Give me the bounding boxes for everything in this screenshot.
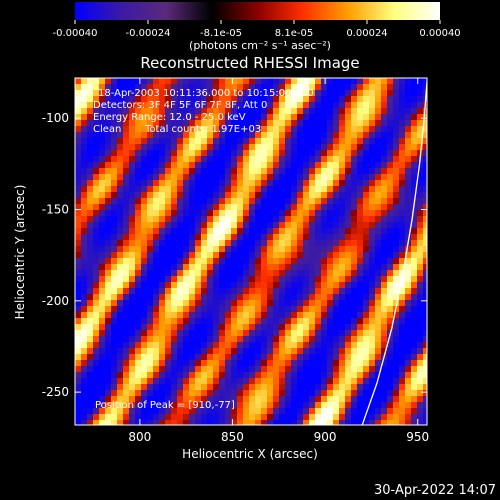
colorbar-tick-label: 0.00024 bbox=[346, 28, 387, 39]
annotation-time-range: 18-Apr-2003 10:11:36.000 to 10:15:00.000 bbox=[98, 88, 314, 99]
colorbar-tick-label: -0.00024 bbox=[126, 28, 171, 39]
annotation-detectors: Detectors: 3F 4F 5F 6F 7F 8F, Att 0 bbox=[93, 100, 267, 111]
x-tick-label: 800 bbox=[128, 430, 151, 444]
x-axis-label: Heliocentric X (arcsec) bbox=[182, 447, 318, 461]
plot-frame bbox=[74, 77, 428, 426]
x-tick-label: 900 bbox=[314, 430, 337, 444]
colorbar-unit-label: (photons cm⁻² s⁻¹ asec⁻²) bbox=[189, 39, 331, 52]
solar-limb-curve bbox=[361, 81, 427, 425]
heatmap-image bbox=[75, 78, 427, 425]
y-tick-label: -250 bbox=[42, 385, 69, 399]
y-axis-label: Heliocentric Y (arcsec) bbox=[13, 185, 27, 320]
colorbar-tick-label: -0.00040 bbox=[53, 28, 98, 39]
annotation-peak: Position of Peak = [910,-77] bbox=[95, 400, 235, 411]
y-tick-label: -150 bbox=[42, 202, 69, 216]
colorbar-tick-label: 8.1e-05 bbox=[275, 28, 313, 39]
axis-ticks: 800 850 900 950 -100 -150 -200 -250 bbox=[42, 78, 429, 444]
x-tick-label: 950 bbox=[406, 430, 429, 444]
annotation-total-counts: Total counts: 1.97E+03 bbox=[144, 124, 261, 135]
annotation-method: Clean bbox=[93, 124, 121, 135]
y-tick-label: -200 bbox=[42, 294, 69, 308]
annotation-energy: Energy Range: 12.0 - 25.0 keV bbox=[93, 112, 246, 123]
colorbar-tick-label: 0.00040 bbox=[419, 28, 460, 39]
chart-title: Reconstructed RHESSI Image bbox=[140, 54, 359, 72]
colorbar-ticks: -0.00040 -0.00024 -8.1e-05 8.1e-05 0.00024 0.… bbox=[53, 20, 461, 39]
colorbar bbox=[75, 2, 440, 20]
render-timestamp: 30-Apr-2022 14:07 bbox=[374, 483, 496, 498]
x-tick-label: 850 bbox=[221, 430, 244, 444]
y-tick-label: -100 bbox=[42, 111, 69, 125]
colorbar-tick-label: -8.1e-05 bbox=[200, 28, 242, 39]
